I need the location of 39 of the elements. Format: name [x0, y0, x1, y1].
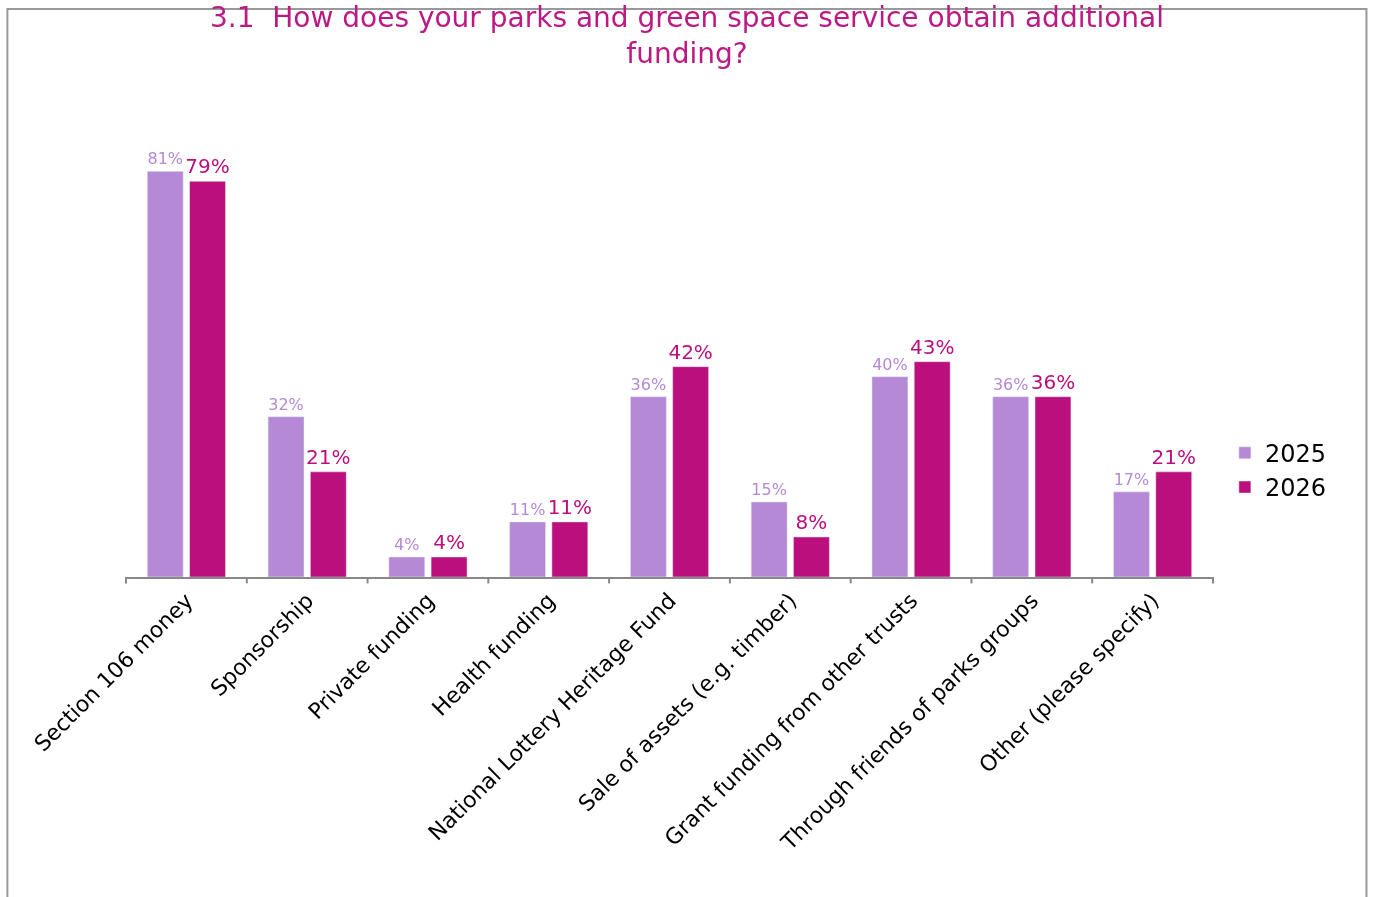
bar [310, 471, 347, 577]
bar [388, 556, 426, 577]
data-label: 36% [1030, 369, 1076, 394]
bar [992, 396, 1029, 577]
chart-title: 3.1 How does your parks and green space service obtain additional funding? [209, 0, 1165, 71]
bar [913, 361, 951, 577]
data-label: 15% [751, 479, 787, 499]
data-label: 40% [872, 354, 908, 374]
bar [672, 366, 709, 577]
data-label: 11% [547, 494, 593, 519]
bar [189, 181, 226, 577]
bar [1155, 471, 1192, 577]
legend-label: 2026 [1264, 474, 1326, 503]
data-label: 4% [433, 529, 465, 554]
data-label: 8% [795, 509, 828, 534]
bar [1113, 491, 1150, 577]
bar [509, 521, 546, 577]
data-label: 42% [668, 339, 713, 364]
bar [147, 171, 184, 577]
data-label: 17% [1113, 469, 1150, 489]
data-label: 32% [268, 394, 304, 414]
data-label: 11% [509, 499, 546, 519]
data-label: 43% [909, 334, 955, 359]
data-label: 81% [147, 149, 184, 169]
bar [793, 536, 830, 577]
data-label: 79% [185, 154, 230, 179]
bar [551, 521, 589, 577]
bar [871, 376, 909, 577]
bar [750, 501, 788, 577]
bar [430, 556, 468, 577]
data-label: 21% [1151, 444, 1196, 469]
data-label: 4% [394, 534, 420, 554]
data-label: 21% [306, 444, 351, 469]
data-label: 36% [992, 374, 1029, 394]
bar [630, 396, 667, 577]
legend-label: 2025 [1264, 440, 1326, 469]
data-label: 36% [630, 374, 667, 394]
bar [1034, 396, 1072, 577]
bar [267, 416, 305, 577]
